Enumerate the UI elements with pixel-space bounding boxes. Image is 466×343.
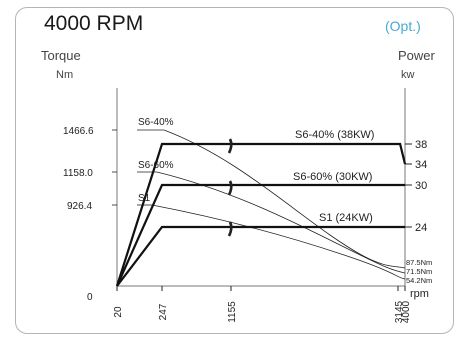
torque-series-label-s1: S1 <box>138 193 151 204</box>
power-tick-34: 34 <box>415 159 427 171</box>
power-series-label-30: S6-60% (30KW) <box>293 171 372 183</box>
chart-card <box>15 7 454 334</box>
torque-curves <box>151 129 406 280</box>
torque-curve-s1 <box>151 204 406 280</box>
torque-tick-1158: 1158.0 <box>63 168 93 179</box>
break-mark-30 <box>227 180 233 196</box>
power-tick-30: 30 <box>415 180 427 192</box>
y-zero-label: 0 <box>87 292 93 303</box>
power-tick-38: 38 <box>415 139 427 151</box>
right-axis-unit: kw <box>401 69 415 81</box>
break-mark-24 <box>227 221 233 237</box>
right-axis-ticks <box>405 143 412 228</box>
x-tick-label-20: 20 <box>113 306 124 318</box>
torque-end-label-87: 87.5Nm <box>406 258 432 267</box>
left-axis-label: Torque <box>41 48 81 63</box>
chart-title: 4000 RPM <box>44 12 144 35</box>
left-axis-unit: Nm <box>56 69 74 81</box>
break-marks <box>227 138 233 237</box>
power-curve-2 <box>116 225 405 287</box>
x-tick-label-247: 247 <box>158 303 169 320</box>
power-curves <box>115 142 407 287</box>
torque-series-label-s6-60: S6-60% <box>138 160 174 171</box>
power-curve-0 <box>115 142 407 287</box>
option-badge: (Opt.) <box>385 18 421 34</box>
torque-end-label-54: 54.2Nm <box>406 276 432 285</box>
x-tick-label-1155: 1155 <box>227 301 238 323</box>
x-tick-label-4000: 4000 <box>401 300 412 323</box>
power-curve-1 <box>115 183 405 287</box>
torque-curve-s6-60 <box>156 171 406 274</box>
power-series-label-38: S6-40% (38KW) <box>295 129 374 141</box>
right-axis-label: Power <box>398 48 435 63</box>
torque-series-label-s6-40: S6-40% <box>138 117 174 128</box>
torque-tick-1466: 1466.6 <box>63 126 94 137</box>
power-tick-24: 24 <box>415 222 427 234</box>
x-axis-unit: rpm <box>410 288 429 300</box>
torque-tick-926: 926.4 <box>67 201 92 212</box>
torque-end-label-71: 71.5Nm <box>406 267 432 276</box>
power-series-label-24: S1 (24KW) <box>319 212 373 224</box>
break-mark-38 <box>227 138 233 154</box>
x-tick-label-3145: 3145 <box>394 300 405 323</box>
torque-curve-s6-40 <box>163 129 406 269</box>
